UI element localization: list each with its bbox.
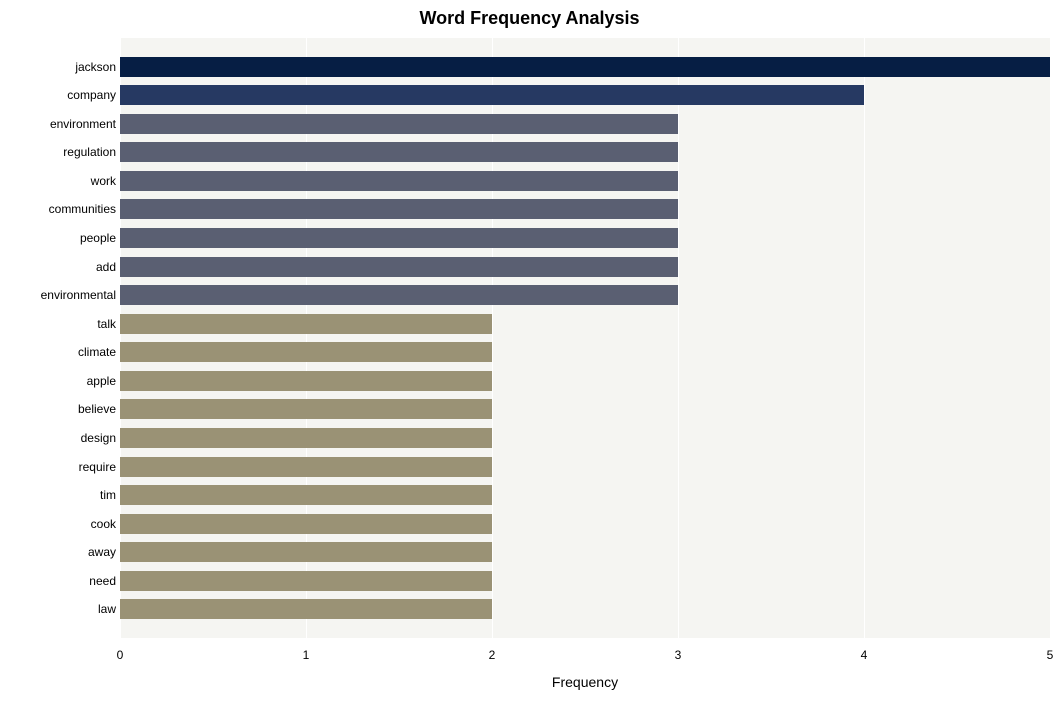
bar xyxy=(120,457,492,477)
x-tick-label: 1 xyxy=(303,648,310,662)
y-tick-label: away xyxy=(88,545,116,559)
bar xyxy=(120,599,492,619)
y-tick-label: people xyxy=(80,231,116,245)
bar xyxy=(120,142,678,162)
x-axis-label: Frequency xyxy=(120,674,1050,690)
bar xyxy=(120,571,492,591)
chart-title: Word Frequency Analysis xyxy=(0,8,1059,29)
plot-area xyxy=(120,38,1050,638)
bar xyxy=(120,485,492,505)
bar xyxy=(120,228,678,248)
y-tick-label: law xyxy=(98,602,116,616)
bar xyxy=(120,85,864,105)
bar xyxy=(120,114,678,134)
y-tick-label: climate xyxy=(78,345,116,359)
y-tick-label: add xyxy=(96,260,116,274)
x-tick-label: 4 xyxy=(861,648,868,662)
bar xyxy=(120,514,492,534)
y-tick-label: work xyxy=(91,174,116,188)
y-tick-label: company xyxy=(67,88,116,102)
y-tick-label: cook xyxy=(91,517,116,531)
x-tick-label: 5 xyxy=(1047,648,1054,662)
bar xyxy=(120,285,678,305)
bar xyxy=(120,314,492,334)
grid-line xyxy=(864,38,865,638)
bar xyxy=(120,399,492,419)
y-tick-label: apple xyxy=(87,374,116,388)
y-tick-label: design xyxy=(81,431,116,445)
bar xyxy=(120,371,492,391)
y-tick-label: communities xyxy=(49,202,116,216)
x-tick-label: 2 xyxy=(489,648,496,662)
y-tick-label: tim xyxy=(100,488,116,502)
y-tick-label: environmental xyxy=(41,288,116,302)
bar xyxy=(120,542,492,562)
grid-line xyxy=(678,38,679,638)
y-tick-label: believe xyxy=(78,402,116,416)
word-frequency-chart: Word Frequency Analysis Frequency 0 1 2 3 4 5… xyxy=(0,0,1059,701)
y-tick-label: regulation xyxy=(63,145,116,159)
y-tick-label: jackson xyxy=(75,60,116,74)
y-tick-label: talk xyxy=(97,317,116,331)
y-tick-label: environment xyxy=(50,117,116,131)
y-tick-label: require xyxy=(79,460,116,474)
bar xyxy=(120,257,678,277)
x-tick-label: 0 xyxy=(117,648,124,662)
x-tick-label: 3 xyxy=(675,648,682,662)
bar xyxy=(120,342,492,362)
bar xyxy=(120,199,678,219)
y-tick-label: need xyxy=(89,574,116,588)
grid-line xyxy=(1050,38,1051,638)
bar xyxy=(120,57,1050,77)
bar xyxy=(120,428,492,448)
bar xyxy=(120,171,678,191)
